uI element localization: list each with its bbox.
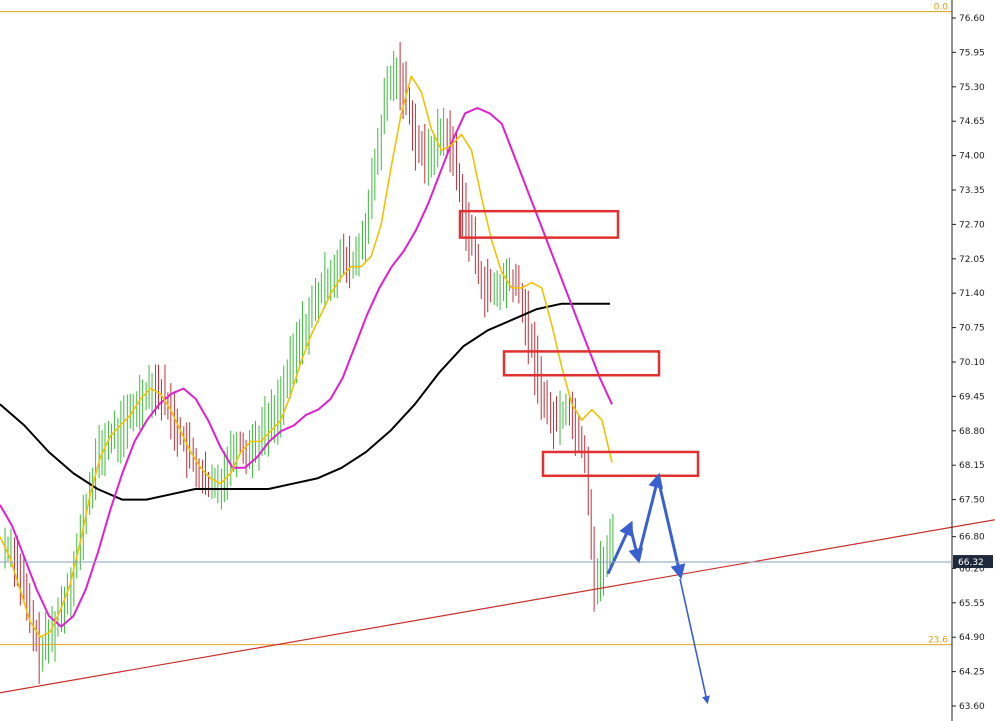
current-price-label: 66.32 bbox=[958, 558, 984, 568]
tick-label: 75.30 bbox=[959, 83, 985, 93]
tick-label: 64.90 bbox=[959, 633, 985, 643]
tick-label: 74.65 bbox=[959, 117, 985, 127]
tick-label: 63.60 bbox=[959, 702, 985, 712]
projection-arrow bbox=[606, 520, 634, 575]
resistance-zone-middle bbox=[502, 350, 661, 377]
tick-label: 70.75 bbox=[959, 324, 985, 334]
ma-fast-line bbox=[0, 75, 613, 638]
candle-series bbox=[4, 41, 614, 685]
fib-label: 0.0 bbox=[934, 3, 949, 13]
tick-label: 66.80 bbox=[959, 533, 985, 543]
tick-label: 72.70 bbox=[959, 220, 985, 230]
projection-arrow bbox=[656, 478, 686, 580]
projection-continuation-arrow bbox=[679, 578, 710, 705]
tick-label: 66.20 bbox=[959, 564, 985, 574]
resistance-zone-lower bbox=[541, 450, 700, 478]
ma-fast-path bbox=[0, 75, 613, 638]
tick-label: 72.05 bbox=[959, 255, 985, 265]
projection bbox=[606, 472, 710, 705]
projection-arrow bbox=[628, 525, 644, 564]
tick-label: 67.50 bbox=[959, 496, 985, 506]
tick-label: 73.35 bbox=[959, 186, 985, 196]
fib-levels: 0.0 23.6 bbox=[0, 3, 952, 646]
tick-label: 75.95 bbox=[959, 48, 985, 58]
tick-label: 70.10 bbox=[959, 358, 985, 368]
projection-arrow bbox=[636, 472, 664, 559]
trendline bbox=[0, 519, 995, 694]
zones bbox=[458, 209, 700, 478]
resistance-zone-upper bbox=[458, 209, 620, 239]
fib-label: 23.6 bbox=[928, 636, 948, 646]
ma-mid-path bbox=[0, 107, 613, 628]
tick-label: 71.40 bbox=[959, 289, 985, 299]
current-price-tag bbox=[953, 555, 993, 569]
tick-label: 76.60 bbox=[959, 14, 985, 24]
tick-label: 68.80 bbox=[959, 427, 985, 437]
tick-label: 74.00 bbox=[959, 152, 985, 162]
ma-slow-line bbox=[0, 302, 610, 501]
ma-slow-path bbox=[0, 302, 610, 501]
ma-mid-line bbox=[0, 107, 613, 628]
tick-label: 69.45 bbox=[959, 392, 985, 402]
tick-label: 65.55 bbox=[959, 599, 985, 609]
support-trendline bbox=[0, 519, 995, 694]
tick-label: 68.15 bbox=[959, 461, 985, 471]
tick-label: 64.25 bbox=[959, 668, 985, 678]
